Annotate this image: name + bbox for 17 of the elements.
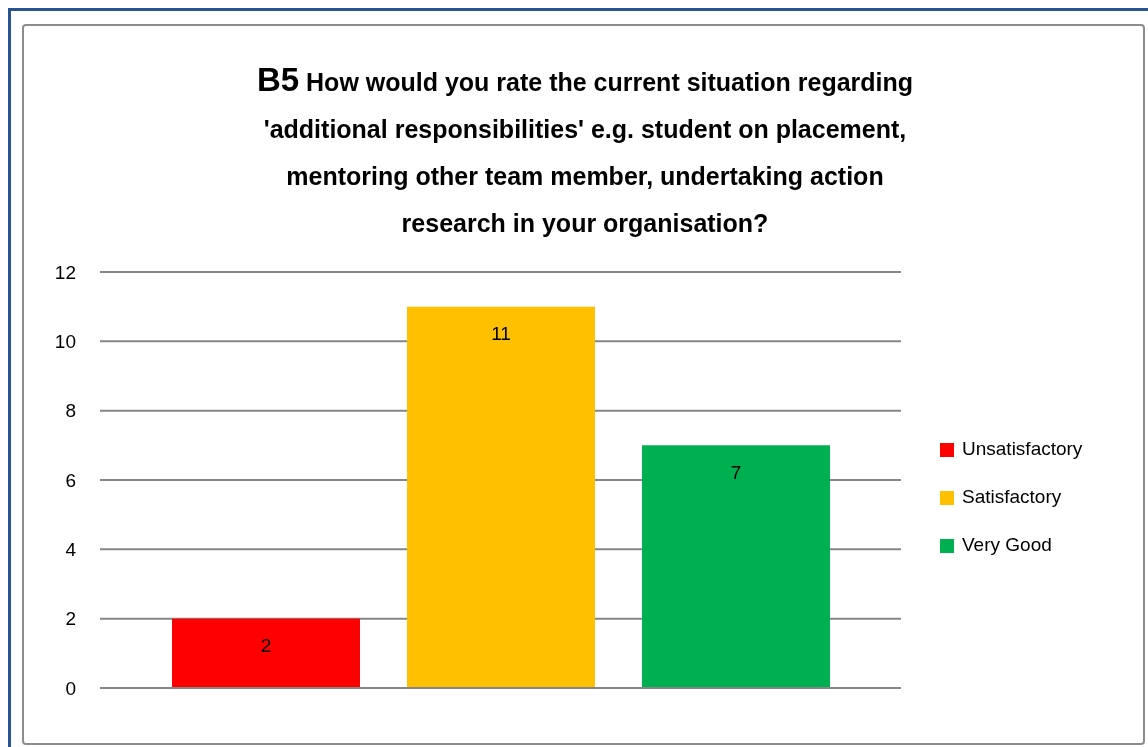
y-tick-label: 10 [54,331,76,353]
y-tick-label: 12 [54,261,76,283]
bar [642,445,830,688]
legend-label: Very Good [962,534,1052,555]
y-tick-label: 0 [65,677,76,699]
data-label: 11 [491,323,511,345]
legend-label: Unsatisfactory [962,438,1083,459]
legend-label: Satisfactory [962,486,1062,507]
bar [407,306,595,688]
y-tick-label: 6 [65,469,76,491]
bar [172,618,360,688]
data-label: 7 [730,461,742,483]
data-label: 2 [260,635,272,657]
chart-title: B5 How would you rate the current situation regarding 'additional responsibilities' e.g. student on placement, mentoring other team member, undertaking action research in your organisation? [256,61,914,237]
y-tick-label: 2 [65,608,76,630]
y-tick-label: 8 [65,400,76,422]
y-tick-label: 4 [65,539,77,561]
